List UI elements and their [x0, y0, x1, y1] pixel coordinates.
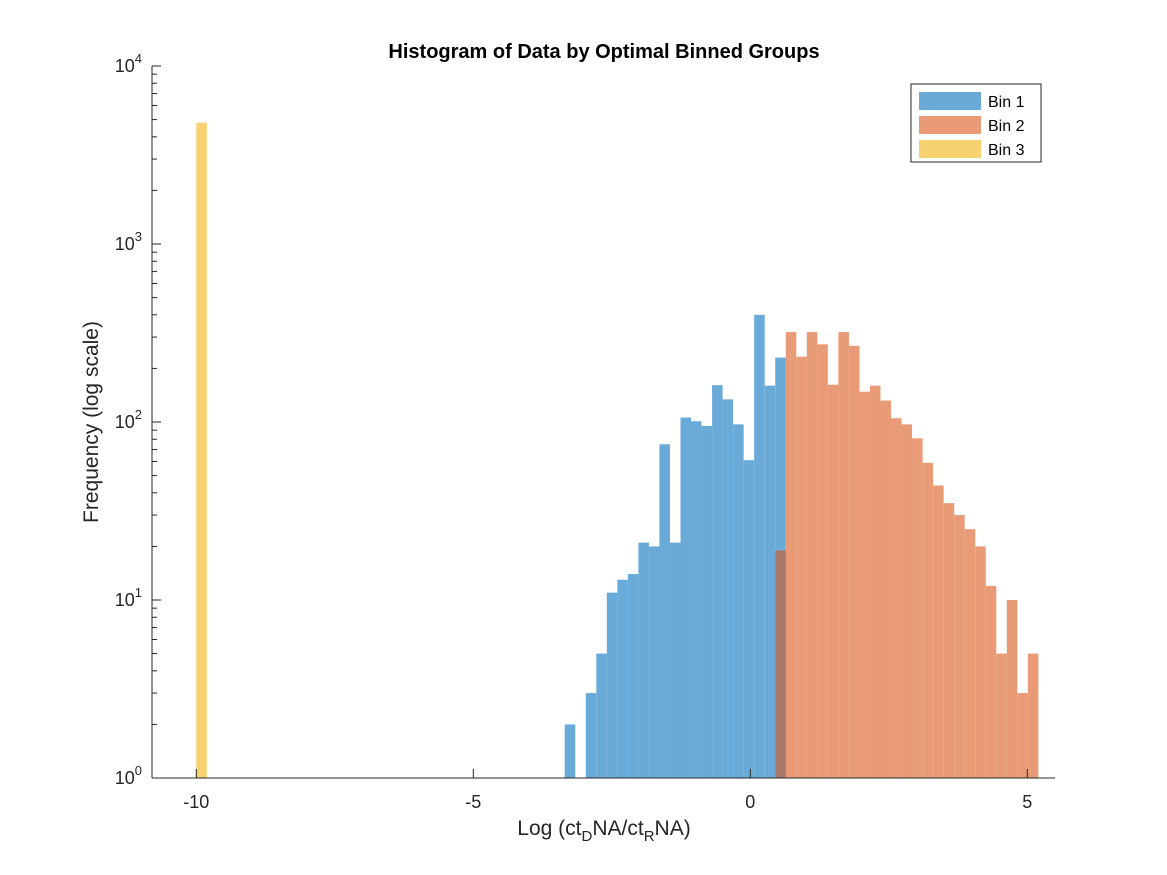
y-tick-label-4: 104	[115, 51, 142, 76]
legend: Bin 1 Bin 2 Bin 3	[910, 83, 1042, 163]
bar-1-1	[564, 724, 576, 778]
legend-swatch-2	[919, 116, 981, 134]
bar-1-15	[722, 399, 734, 778]
y-tick-label-2: 102	[115, 407, 142, 432]
x-ticks: -10 -5 0 5	[183, 769, 1032, 812]
legend-label-1: Bin 1	[988, 94, 1025, 111]
x-tick-label-3: 5	[1022, 792, 1032, 812]
x-axis-label: Log (ctDNA/ctRNA)	[517, 817, 690, 845]
bar-2-20	[975, 546, 986, 778]
legend-label-2: Bin 2	[988, 118, 1025, 135]
x-axis-label-sub2: R	[644, 828, 655, 845]
x-tick-label-2: 0	[745, 792, 755, 812]
x-tick-label-1: -5	[465, 792, 481, 812]
x-tick-label-0: -10	[183, 792, 209, 812]
bar-2-3	[796, 356, 807, 778]
bar-1-17	[743, 460, 755, 778]
x-axis-label-suffix: NA)	[655, 817, 691, 840]
bar-2-10	[869, 385, 881, 778]
bar-2-14	[912, 438, 923, 778]
bar-2-2	[785, 332, 797, 778]
bar-1-12	[691, 421, 702, 778]
bar-1-5	[617, 579, 628, 778]
y-axis-label: Frequency (log scale)	[80, 321, 103, 523]
bar-2-17	[943, 503, 955, 778]
bar-3-1	[196, 122, 207, 779]
bar-2-5	[817, 344, 828, 778]
bar-2-15	[922, 462, 934, 778]
bar-1-19	[764, 385, 776, 778]
bar-2-9	[859, 391, 870, 778]
bar-2-12	[891, 418, 902, 778]
bar-2-24	[1017, 693, 1028, 778]
x-axis-label-prefix: Log (ct	[517, 817, 581, 840]
bar-2-6	[827, 384, 839, 778]
bar-1-14	[712, 385, 723, 778]
chart-title: Histogram of Data by Optimal Binned Grou…	[388, 41, 819, 63]
bar-1-2	[585, 693, 597, 778]
bar-1-18	[754, 314, 765, 778]
bar-overlap	[775, 550, 786, 778]
bar-2-11	[880, 400, 892, 778]
bar-1-13	[701, 425, 713, 778]
bar-1-8	[648, 546, 660, 778]
y-tick-label-1: 101	[115, 585, 142, 610]
bars-layer	[196, 122, 1039, 779]
y-ticks: 100 101 102 103 104	[115, 51, 161, 788]
bar-1-11	[680, 417, 692, 778]
bar-2-13	[901, 424, 913, 778]
bar-1-10	[669, 542, 681, 778]
bar-2-21	[985, 585, 997, 778]
y-tick-label-3: 103	[115, 229, 142, 254]
bar-2-19	[964, 529, 976, 778]
bar-2-18	[954, 515, 965, 778]
bar-1-9	[659, 444, 670, 778]
bar-2-23	[1006, 600, 1018, 778]
bar-1-16	[733, 424, 744, 778]
x-axis-label-mid: NA/ct	[592, 817, 644, 840]
legend-swatch-3	[919, 140, 981, 158]
bar-2-22	[996, 653, 1007, 778]
bar-2-4	[806, 332, 818, 778]
y-tick-label-0: 100	[115, 763, 142, 788]
bar-2-8	[848, 345, 860, 778]
bar-1-4	[606, 592, 618, 778]
legend-label-3: Bin 3	[988, 142, 1025, 159]
bar-1-7	[638, 542, 649, 778]
legend-swatch-1	[919, 92, 981, 110]
x-axis-label-sub1: D	[582, 828, 593, 845]
bar-2-25	[1027, 653, 1039, 778]
bar-2-7	[838, 332, 849, 778]
bar-1-6	[627, 573, 639, 778]
bar-2-16	[933, 485, 944, 778]
bar-1-3	[596, 653, 607, 778]
